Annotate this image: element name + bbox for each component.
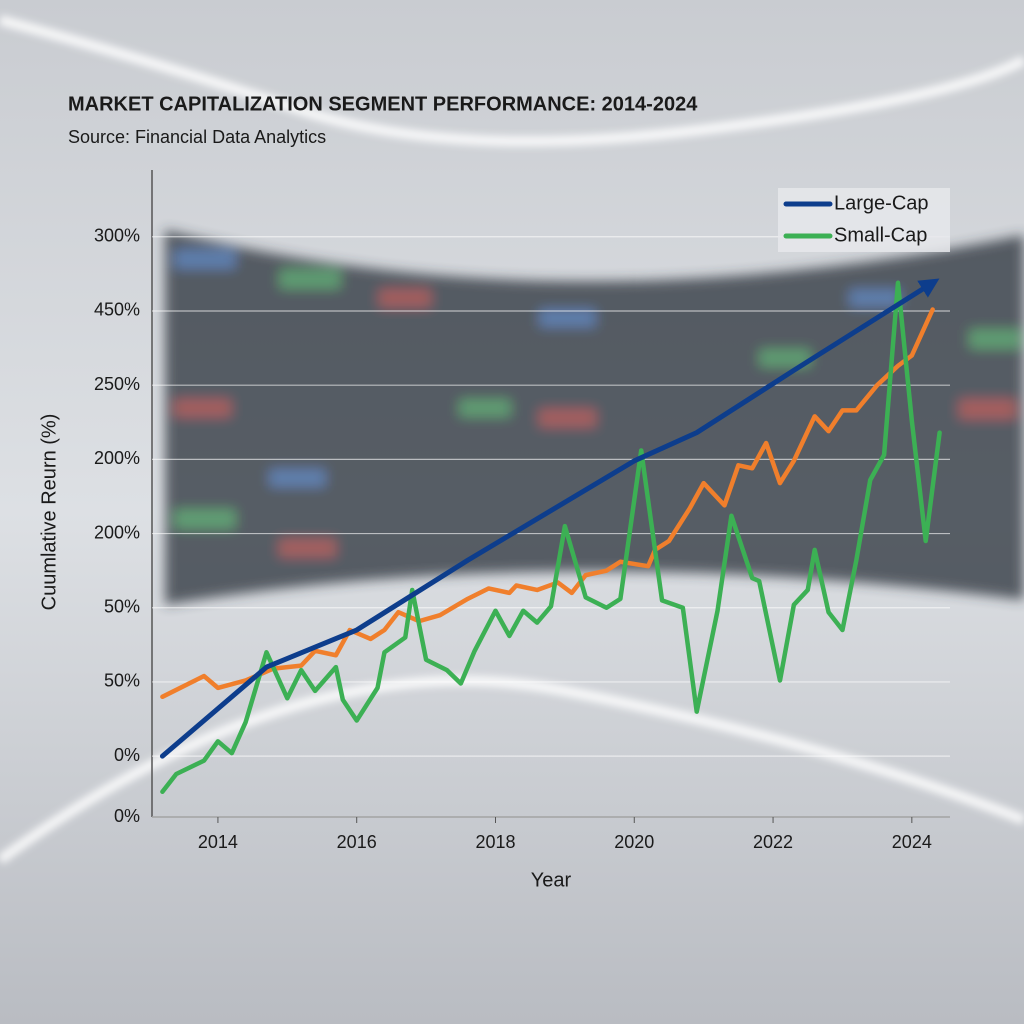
y-axis-label: Cuumlative Reurn (%) — [38, 414, 60, 611]
series-line — [160, 280, 942, 795]
y-tick-label: 50% — [104, 597, 140, 617]
legend-label: Small-Cap — [834, 224, 927, 246]
series-line — [159, 278, 940, 759]
y-tick-label: 50% — [104, 671, 140, 691]
legend-box — [778, 188, 950, 252]
x-tick-label: 2024 — [892, 832, 932, 852]
y-tick-label: 250% — [94, 374, 140, 394]
y-tick-label: 300% — [94, 226, 140, 246]
y-tick-label: 0% — [114, 806, 140, 826]
x-tick-label: 2020 — [614, 832, 654, 852]
legend-label: Large-Cap — [834, 192, 929, 214]
chart-title: MARKET CAPITALIZATION SEGMENT PERFORMANC… — [68, 93, 698, 115]
y-tick-label: 200% — [94, 522, 140, 542]
x-tick-label: 2016 — [337, 832, 377, 852]
y-tick-label: 0% — [114, 745, 140, 765]
chart-subtitle: Source: Financial Data Analytics — [68, 127, 326, 147]
x-axis-label: Year — [531, 869, 572, 891]
x-tick-label: 2018 — [475, 832, 515, 852]
y-tick-label: 450% — [94, 300, 140, 320]
x-tick-label: 2022 — [753, 832, 793, 852]
y-tick-label: 200% — [94, 448, 140, 468]
x-tick-label: 2014 — [198, 832, 238, 852]
series-line — [160, 307, 935, 700]
ticker-wall — [165, 230, 1024, 605]
swoosh — [0, 15, 1024, 865]
